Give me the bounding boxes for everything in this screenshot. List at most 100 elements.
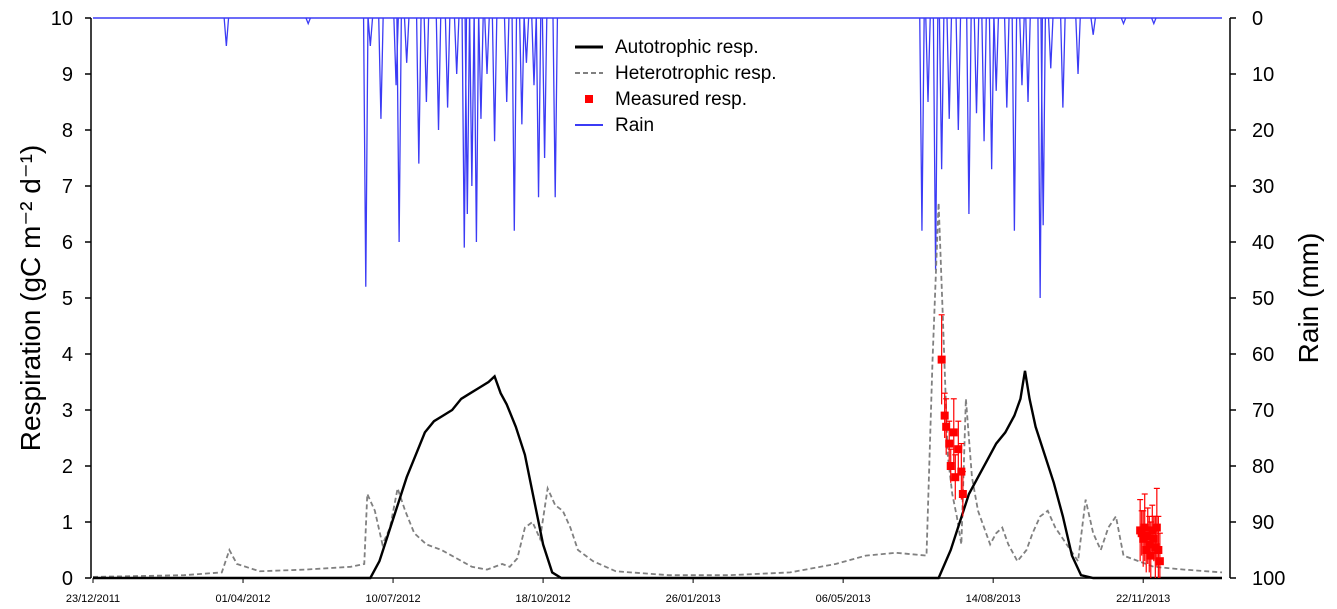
rain-spike — [552, 17, 559, 198]
rain-spike — [511, 17, 518, 231]
rain-spike — [946, 17, 953, 119]
measured-point — [1139, 534, 1148, 543]
measured-point — [949, 428, 958, 437]
measured-point — [958, 490, 967, 498]
y-right-tick-label: 40 — [1252, 232, 1274, 254]
rain-spike — [396, 17, 402, 243]
measured-point — [1154, 546, 1163, 554]
rain-spike — [955, 17, 962, 131]
rain-spike — [305, 17, 311, 26]
rain-spike — [367, 17, 374, 47]
measured-point — [1155, 557, 1164, 566]
rain-spike — [473, 17, 480, 243]
measured-point — [1152, 523, 1161, 532]
rain-spike — [1060, 17, 1066, 108]
y-left-tick-label: 10 — [51, 8, 73, 30]
rain-spike — [223, 17, 230, 47]
rain-spike — [378, 17, 384, 119]
y-right-tick-label: 60 — [1252, 344, 1274, 366]
legend-label: Rain — [615, 115, 654, 136]
rain-spike — [938, 17, 945, 170]
y-right-tick-label: 50 — [1252, 288, 1274, 310]
y-left-tick-label: 7 — [62, 176, 73, 198]
x-tick-label: 14/08/2013 — [966, 593, 1021, 605]
rain-spike — [503, 17, 510, 103]
y-right-tick-label: 80 — [1252, 456, 1274, 478]
y-right-tick-label: 30 — [1252, 176, 1274, 198]
measured-point — [1145, 540, 1154, 549]
rain-spike — [453, 17, 460, 75]
measured-point — [1137, 529, 1146, 538]
autotrophic-line — [93, 370, 1222, 580]
x-tick-label: 23/12/2011 — [66, 593, 120, 605]
y-left-tick-label: 0 — [62, 568, 73, 590]
rain-spike — [362, 17, 369, 287]
rain-spike — [1120, 17, 1127, 26]
y-left-tick-label: 1 — [62, 512, 73, 534]
measured-point — [1148, 526, 1157, 535]
y-right-tick-label: 100 — [1252, 568, 1285, 590]
y-right-tick-label: 20 — [1252, 120, 1274, 142]
measured-point — [1149, 534, 1158, 543]
measured-point — [937, 355, 946, 364]
rain-spike — [464, 17, 471, 215]
rain-spike — [535, 17, 542, 198]
legend: Autotrophic resp. Heterotrophic resp. Meas… — [575, 37, 777, 136]
rain-spike — [478, 17, 484, 119]
legend-label: Heterotrophic resp. — [615, 63, 777, 84]
x-tick-label: 10/07/2012 — [366, 593, 421, 605]
rain-spike — [988, 17, 995, 170]
rain-spike — [973, 17, 980, 114]
rain-spike — [523, 17, 530, 63]
y-right-axis-title: Rain (mm) — [1293, 233, 1324, 364]
rain-spike — [491, 17, 498, 142]
rain-spike — [925, 17, 931, 103]
y-left-axis-title: Respiration (gC m⁻² d⁻¹) — [15, 145, 46, 452]
rain-spike — [1090, 17, 1097, 35]
x-tick-label: 26/01/2013 — [666, 593, 721, 605]
rain-spike — [403, 17, 410, 63]
y-left-tick-label: 2 — [62, 456, 73, 478]
y-left-tick-label: 8 — [62, 120, 73, 142]
measured-point — [942, 422, 951, 431]
y-left-tick-label: 5 — [62, 288, 73, 310]
legend-swatch — [585, 95, 593, 103]
rain-spike — [1003, 17, 1010, 108]
rain-spike — [1025, 17, 1031, 103]
legend-label: Autotrophic resp. — [615, 37, 759, 58]
y-right-tick-label: 70 — [1252, 400, 1274, 422]
measured-point — [1142, 546, 1151, 554]
rain-spike — [469, 17, 475, 187]
y-right-tick-label: 0 — [1252, 8, 1263, 30]
rain-spike — [541, 17, 548, 159]
rain-spike — [484, 17, 490, 75]
legend-label: Measured resp. — [615, 89, 747, 110]
measured-point — [951, 473, 960, 482]
heterotrophic-line — [92, 202, 1223, 578]
rain-spike — [444, 17, 451, 108]
axis-labels: Respiration (gC m⁻² d⁻¹) Rain (mm) — [15, 145, 1324, 452]
y-left-tick-label: 9 — [62, 64, 73, 86]
measured-point — [954, 445, 963, 454]
rain-spike — [1011, 17, 1018, 231]
rain-spike — [423, 17, 430, 103]
rain-spike — [993, 17, 1000, 91]
rain-spike — [1075, 17, 1081, 75]
rain-spike — [435, 17, 442, 131]
y-left-tick-label: 6 — [62, 232, 73, 254]
rain-spike — [415, 17, 422, 164]
series-layer — [92, 17, 1223, 580]
rain-spike — [1047, 17, 1054, 69]
rain-spike — [1151, 17, 1157, 26]
measured-point — [1143, 532, 1152, 540]
x-tick-label: 06/05/2013 — [816, 593, 871, 605]
y-left-tick-label: 4 — [62, 344, 73, 366]
y-right-tick-label: 10 — [1252, 64, 1274, 86]
measured-point — [940, 411, 949, 420]
rain-spike — [1019, 17, 1025, 86]
rain-spike — [519, 17, 525, 125]
rain-spike — [966, 17, 972, 215]
measured-point — [946, 462, 955, 470]
